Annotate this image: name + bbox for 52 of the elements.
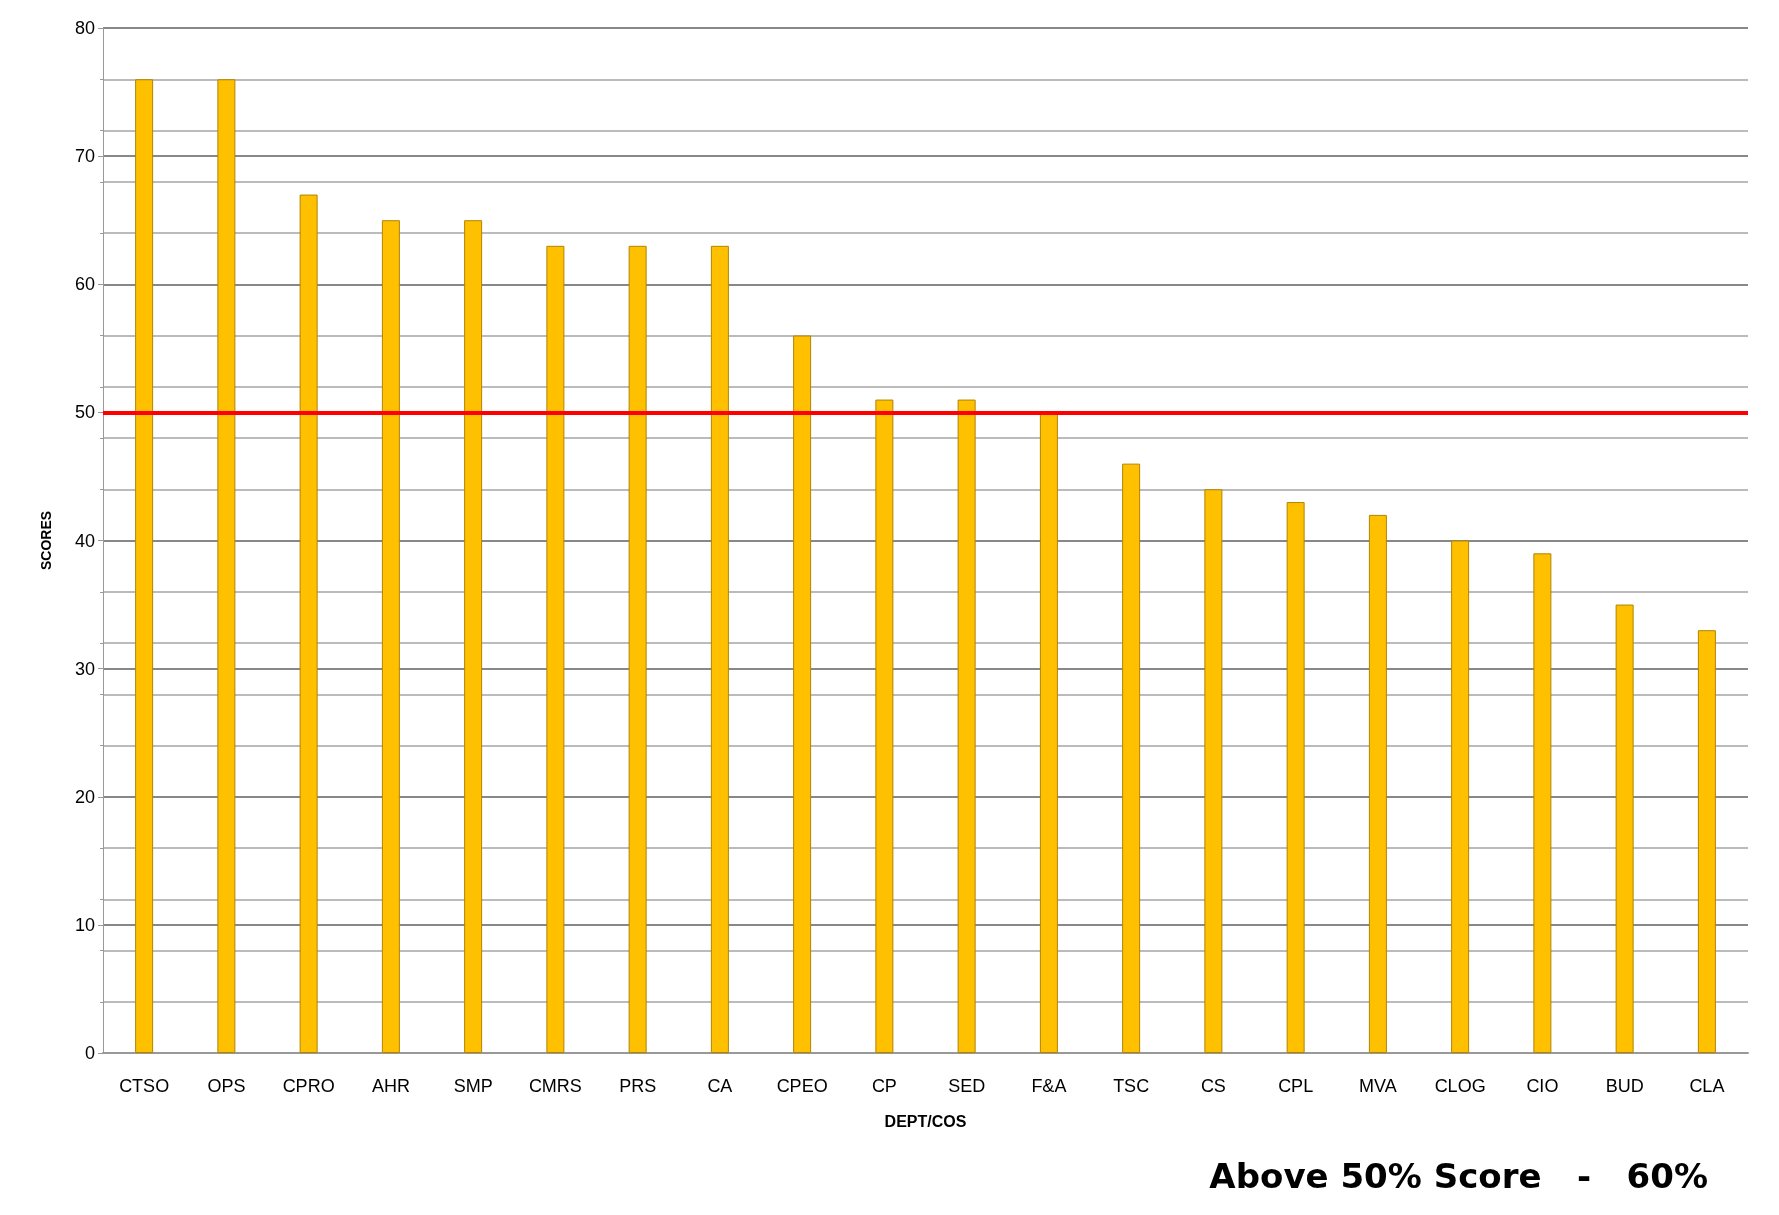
bar [1122, 463, 1141, 1053]
x-tick-label: OPS [207, 1076, 246, 1096]
y-tick-label: 20 [74, 786, 95, 807]
x-tick-label: CPRO [282, 1076, 335, 1096]
y-tick-label: 30 [74, 658, 95, 679]
bar [875, 399, 894, 1053]
bar [546, 245, 565, 1053]
bar [1286, 502, 1305, 1053]
bar [381, 220, 400, 1053]
x-tick-label: CP [871, 1076, 897, 1096]
bar [1039, 412, 1058, 1053]
x-axis-title: DEPT/COS [884, 1112, 967, 1130]
bar [710, 245, 729, 1053]
x-tick-label: CMRS [528, 1076, 582, 1096]
bar [217, 79, 236, 1053]
y-tick-label: 80 [74, 18, 95, 38]
bar [628, 245, 647, 1053]
x-tick-label: TSC [1113, 1076, 1150, 1096]
text: Above 50% Score - 60% [1209, 1156, 1709, 1196]
y-tick-label: 70 [74, 146, 95, 167]
x-tick-label: CLOG [1434, 1076, 1486, 1096]
x-tick-label: PRS [619, 1076, 657, 1096]
bar [957, 399, 976, 1053]
y-tick-label: 50 [74, 402, 95, 423]
bar [1204, 489, 1223, 1053]
x-tick-label: CLA [1689, 1076, 1725, 1096]
x-tick-label: CA [707, 1076, 733, 1096]
bar [1368, 514, 1387, 1053]
x-tick-label: F&A [1031, 1076, 1067, 1096]
x-tick-label: CIO [1526, 1076, 1559, 1096]
bar [1451, 540, 1470, 1053]
x-tick-label: MVA [1359, 1076, 1397, 1096]
y-tick-label: 60 [74, 274, 95, 295]
y-tick-label: 0 [84, 1043, 95, 1063]
y-axis-title: SCORES [38, 510, 54, 571]
bar [793, 335, 812, 1053]
x-tick-label: CTSO [119, 1076, 170, 1096]
bar [1697, 630, 1716, 1053]
bar [1533, 553, 1552, 1053]
y-tick-label: 40 [74, 530, 95, 551]
x-tick-label: AHR [371, 1076, 410, 1096]
x-tick-label: CS [1200, 1076, 1226, 1096]
x-tick-label: CPL [1278, 1076, 1314, 1096]
bar [135, 79, 154, 1053]
y-tick-label: 10 [74, 914, 95, 935]
x-tick-label: BUD [1605, 1076, 1644, 1096]
bar [1615, 604, 1634, 1053]
x-tick-label: SED [948, 1076, 986, 1096]
bar [464, 220, 483, 1053]
x-tick-label: SMP [453, 1076, 493, 1096]
x-tick-label: CPEO [776, 1076, 828, 1096]
bar [299, 194, 318, 1053]
